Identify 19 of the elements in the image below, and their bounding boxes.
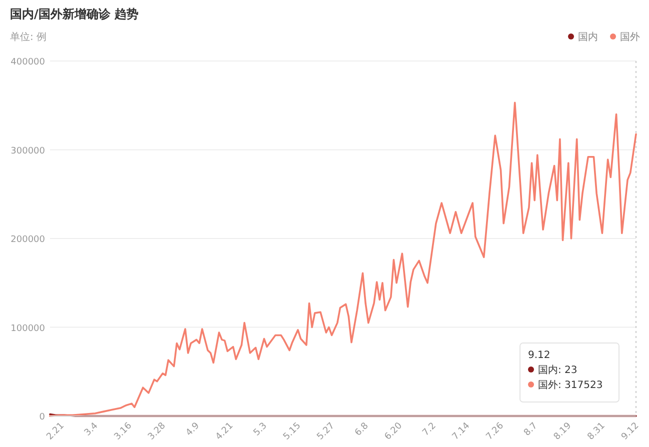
- y-tick-label: 300000: [10, 146, 46, 156]
- chart-title: 国内/国外新增确诊 趋势: [10, 7, 139, 21]
- x-tick-label: 8.7: [522, 421, 540, 438]
- legend-label: 国内: [578, 31, 598, 43]
- annotation: 9.12: [528, 350, 550, 361]
- y-tick-label: 200000: [10, 235, 46, 245]
- y-tick-label: 100000: [10, 324, 46, 334]
- x-tick-label: 4.9: [184, 420, 202, 438]
- line-series: [49, 102, 637, 417]
- x-tick-label: 6.8: [353, 420, 371, 438]
- y-axis-title: 单位: 例: [10, 31, 47, 43]
- x-tick-label: 7.2: [421, 421, 438, 438]
- x-tick-label: 5.3: [252, 421, 270, 438]
- y-tick-label: 400000: [10, 58, 46, 68]
- annotation: 国外: 317523: [538, 380, 603, 391]
- x-tick-label: 3.4: [82, 420, 100, 438]
- legend-label: 国外: [620, 32, 640, 43]
- y-tick-label: 0: [39, 412, 46, 422]
- annotation: 国内: 23: [538, 364, 578, 376]
